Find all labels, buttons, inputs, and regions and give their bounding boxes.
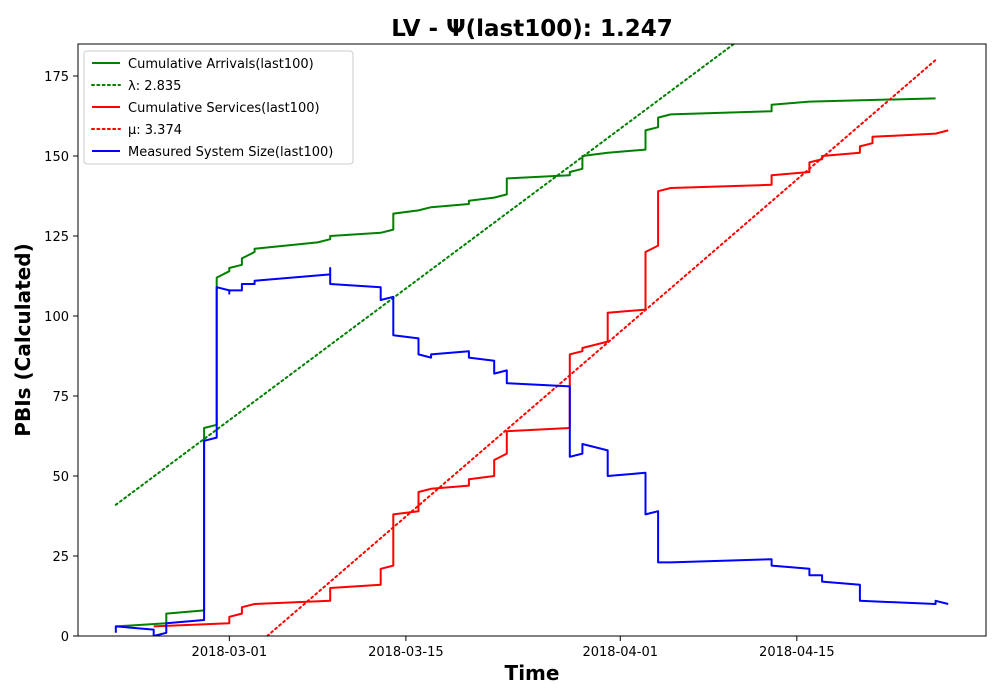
y-tick-label: 125 <box>44 230 69 245</box>
legend: Cumulative Arrivals(last100) λ: 2.835 Cumu… <box>83 50 354 165</box>
series-line-1 <box>114 44 735 506</box>
y-tick-label: 150 <box>44 150 69 165</box>
y-tick-label: 75 <box>52 390 69 405</box>
legend-label-3: μ: 3.374 <box>128 123 182 138</box>
series-line-4 <box>114 267 949 636</box>
y-tick-label: 25 <box>52 550 69 565</box>
legend-box <box>83 50 354 165</box>
legend-label-1: λ: 2.835 <box>128 79 181 94</box>
x-tick-label: 2018-03-15 <box>368 645 444 660</box>
y-tick-label: 0 <box>61 630 69 645</box>
legend-label-2: Cumulative Services(last100) <box>128 101 320 116</box>
y-tick-label: 100 <box>44 310 69 325</box>
legend-label-4: Measured System Size(last100) <box>128 145 333 160</box>
x-axis: 2018-03-01 2018-03-15 2018-04-01 2018-04-15 <box>192 636 835 660</box>
series-line-3 <box>266 59 937 636</box>
y-axis: 0 25 50 75 100 125 150 175 <box>44 70 78 645</box>
y-axis-label: PBIs (Calculated) <box>11 243 35 436</box>
plot-frame <box>77 43 987 637</box>
series-line-0 <box>115 97 936 628</box>
x-tick-label: 2018-03-01 <box>192 645 268 660</box>
x-tick-label: 2018-04-15 <box>759 645 835 660</box>
chart-title: LV - Ψ(last100): 1.247 <box>391 16 672 42</box>
legend-label-0: Cumulative Arrivals(last100) <box>128 57 314 72</box>
series-layer <box>114 44 949 636</box>
x-axis-label: Time <box>505 661 560 685</box>
y-tick-label: 175 <box>44 70 69 85</box>
y-tick-label: 50 <box>52 470 69 485</box>
x-tick-label: 2018-04-01 <box>582 645 658 660</box>
